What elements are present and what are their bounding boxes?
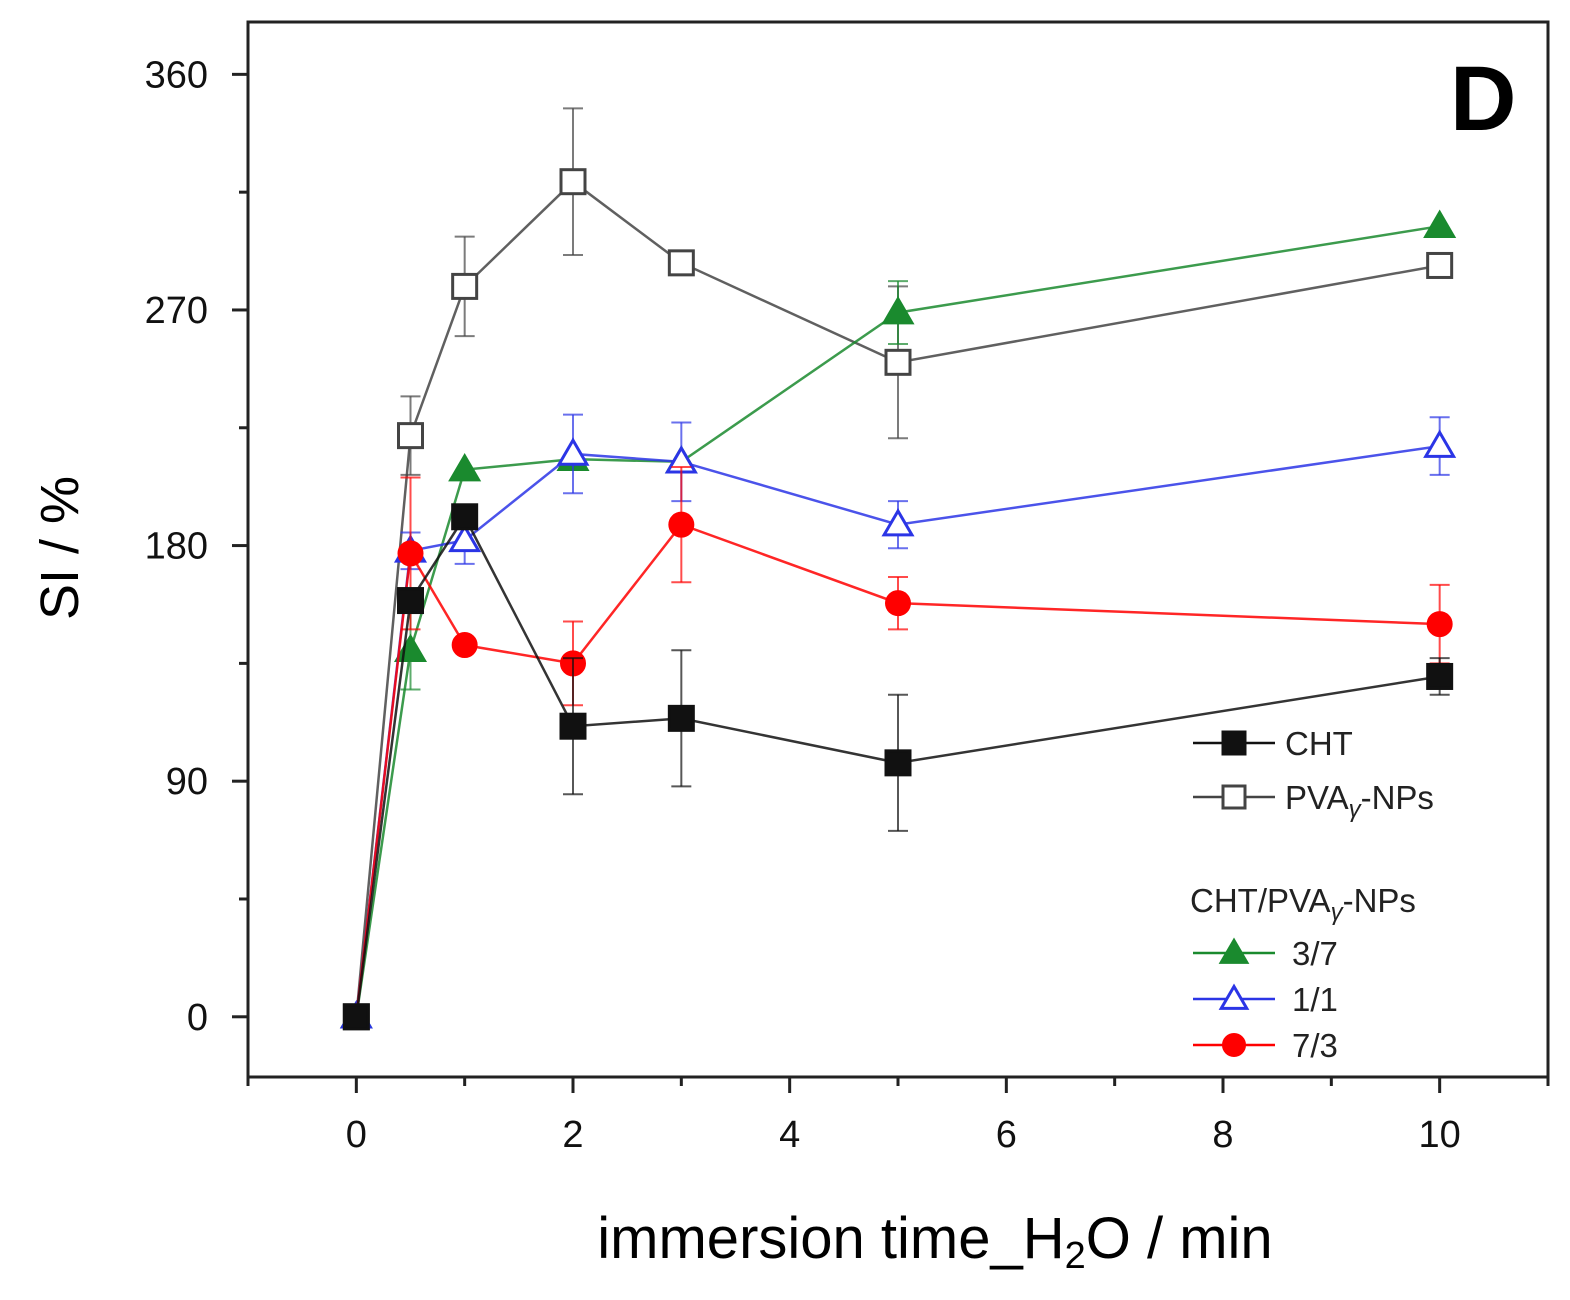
legend-group-title-main: CHT/PVA <box>1190 882 1331 919</box>
point-3-7-6 <box>1423 209 1457 238</box>
legend-pva-tail: -NPs <box>1361 779 1434 816</box>
point-CHT-4 <box>667 704 695 732</box>
point-PVA-NPs-1 <box>397 422 424 450</box>
x-tick-label-6: 6 <box>996 1114 1017 1156</box>
series-CHT <box>342 503 1454 1031</box>
point-PVA-NPs-3 <box>559 168 587 196</box>
point-7-3-5 <box>885 590 911 617</box>
x-tick-label-2: 2 <box>562 1114 583 1156</box>
x-tick-label-8: 8 <box>1212 1114 1233 1156</box>
point-CHT-2 <box>451 503 479 531</box>
point-CHT-0 <box>342 1003 370 1031</box>
x-axis-title-sub: 2 <box>1065 1235 1086 1277</box>
point-PVA-NPs-5 <box>884 348 912 376</box>
x-tick-label-10: 10 <box>1419 1114 1461 1156</box>
point-1-1-6 <box>1423 429 1457 458</box>
point-3-7-5 <box>881 295 915 325</box>
point-7-3-1 <box>397 540 424 567</box>
point-CHT-3 <box>559 712 587 740</box>
legend-label-CHT: CHT <box>1285 725 1353 762</box>
panel-label: D <box>1450 48 1516 150</box>
point-PVA-NPs-6 <box>1426 251 1454 279</box>
y-tick-label-90: 90 <box>166 761 208 803</box>
point-PVA-NPs-2 <box>451 272 479 300</box>
legend-group-title-sub: γ <box>1331 899 1345 926</box>
x-axis-title: immersion time_H2O / min <box>597 1206 1272 1277</box>
point-CHT-5 <box>884 749 912 777</box>
point-1-1-2 <box>448 523 482 553</box>
legend-pva-main: PVA <box>1285 779 1349 816</box>
series-layer <box>339 107 1457 1031</box>
point-7-3-6 <box>1426 611 1453 638</box>
point-3-7-2 <box>448 452 482 482</box>
legend-label-pva-nps: PVAγ-NPs <box>1285 779 1434 823</box>
legend-marker-3-7 <box>1218 937 1250 964</box>
legend-marker-CHT <box>1221 730 1247 756</box>
x-tick-label-0: 0 <box>346 1114 367 1156</box>
legend-label-1-1: 1/1 <box>1292 981 1338 1018</box>
x-axis-title-main: immersion time_H <box>597 1206 1064 1271</box>
legend-marker-1-1 <box>1218 983 1250 1010</box>
point-CHT-1 <box>397 587 424 615</box>
axes-layer: 0 2 4 6 8 10 0 90 180 270 360 <box>145 54 1550 1156</box>
y-tick-label-270: 270 <box>145 290 208 332</box>
y-tick-label-180: 180 <box>145 526 208 568</box>
y-axis-title: SI / % <box>30 476 90 620</box>
point-PVA-NPs-4 <box>667 249 695 277</box>
y-tick-label-360: 360 <box>145 54 208 96</box>
legend-pva-sub: γ <box>1349 796 1363 823</box>
legend-marker-7-3 <box>1222 1033 1246 1057</box>
legend-label-7-3: 7/3 <box>1292 1027 1338 1064</box>
point-7-3-4 <box>668 511 695 538</box>
y-tick-label-0: 0 <box>187 997 208 1039</box>
legend-label-3-7: 3/7 <box>1292 935 1338 972</box>
legend-group-title-tail: -NPs <box>1343 882 1416 919</box>
point-1-1-5 <box>881 507 915 537</box>
legend-marker-PVA-NPs <box>1221 784 1247 810</box>
point-7-3-2 <box>451 632 478 659</box>
x-tick-label-4: 4 <box>779 1114 800 1156</box>
legend-group-title: CHT/PVAγ-NPs <box>1190 882 1416 926</box>
series-PVAγ-NPs <box>342 107 1454 1031</box>
point-1-1-3 <box>556 437 590 466</box>
point-CHT-6 <box>1426 662 1454 690</box>
x-axis-title-tail: O / min <box>1086 1206 1273 1271</box>
